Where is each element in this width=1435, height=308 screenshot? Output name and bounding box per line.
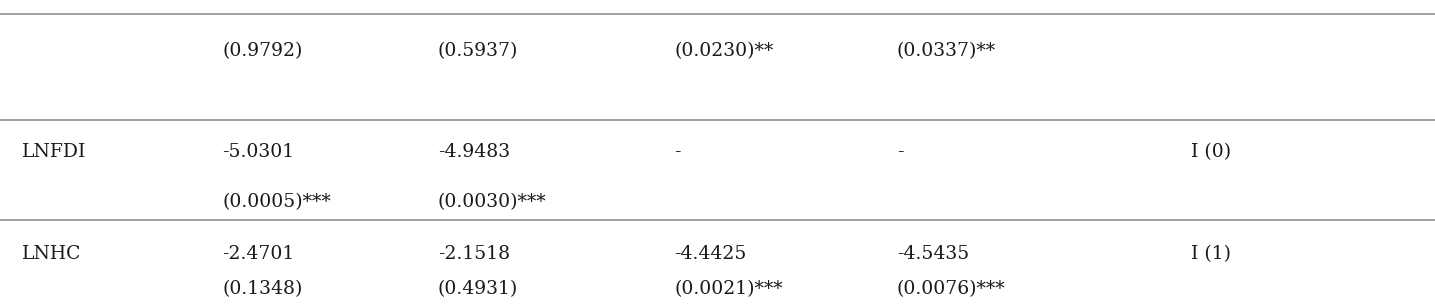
- Text: -4.5435: -4.5435: [897, 245, 969, 263]
- Text: (0.0076)***: (0.0076)***: [897, 281, 1006, 298]
- Text: (0.0337)**: (0.0337)**: [897, 42, 996, 60]
- Text: LNHC: LNHC: [22, 245, 80, 263]
- Text: I (0): I (0): [1191, 144, 1231, 161]
- Text: -: -: [897, 144, 904, 161]
- Text: (0.4931): (0.4931): [438, 281, 518, 298]
- Text: -2.4701: -2.4701: [222, 245, 294, 263]
- Text: (0.0030)***: (0.0030)***: [438, 193, 547, 211]
- Text: (0.0005)***: (0.0005)***: [222, 193, 331, 211]
- Text: -4.9483: -4.9483: [438, 144, 509, 161]
- Text: (0.0230)**: (0.0230)**: [674, 42, 773, 60]
- Text: (0.9792): (0.9792): [222, 42, 303, 60]
- Text: (0.5937): (0.5937): [438, 42, 518, 60]
- Text: (0.0021)***: (0.0021)***: [674, 281, 784, 298]
- Text: I (1): I (1): [1191, 245, 1231, 263]
- Text: -: -: [674, 144, 682, 161]
- Text: -5.0301: -5.0301: [222, 144, 294, 161]
- Text: -4.4425: -4.4425: [674, 245, 746, 263]
- Text: (0.1348): (0.1348): [222, 281, 303, 298]
- Text: -2.1518: -2.1518: [438, 245, 509, 263]
- Text: LNFDI: LNFDI: [22, 144, 86, 161]
